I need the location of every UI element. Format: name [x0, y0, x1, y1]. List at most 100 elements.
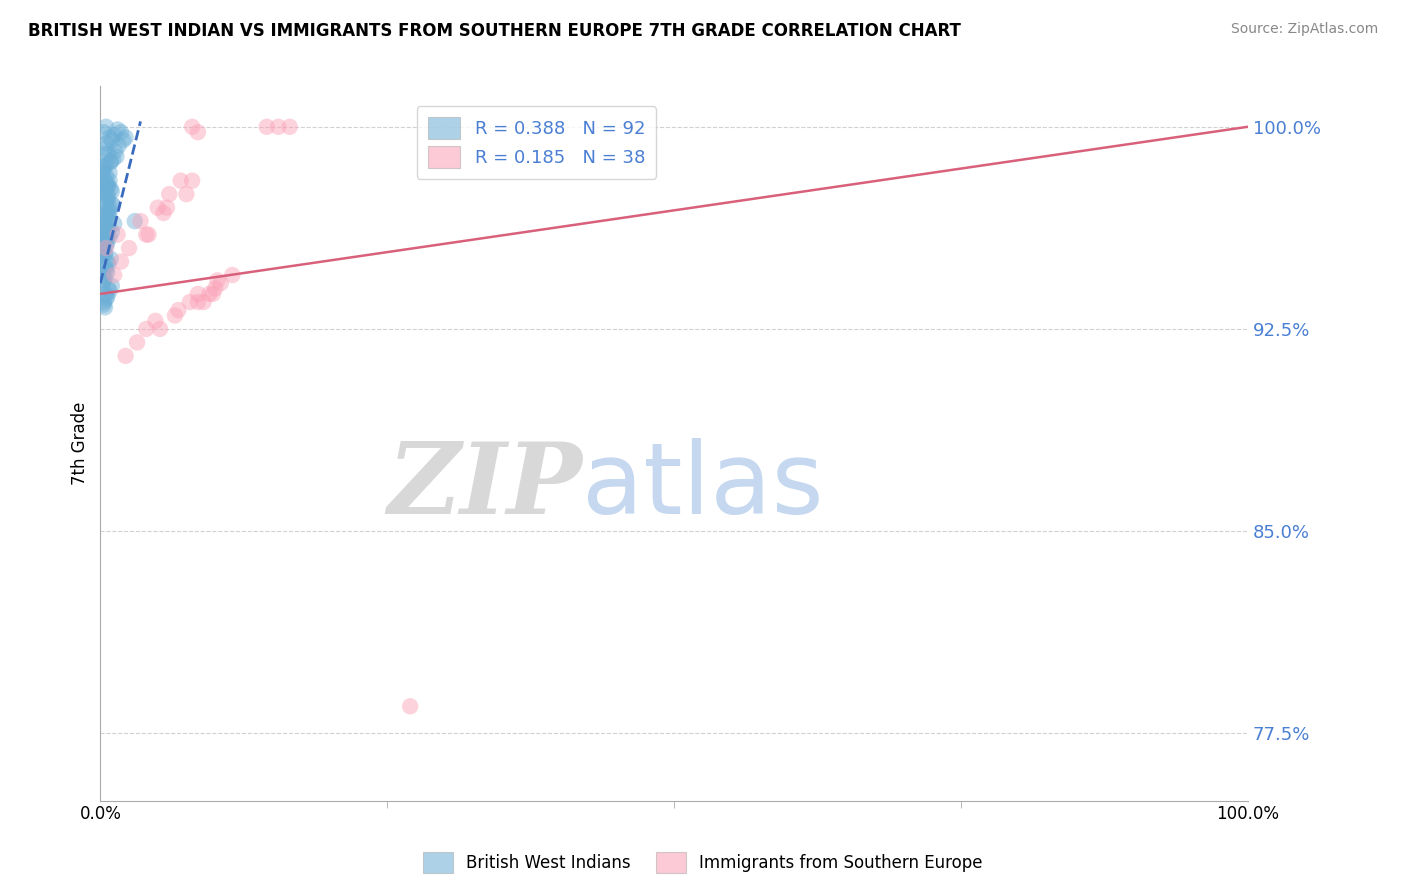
- Text: BRITISH WEST INDIAN VS IMMIGRANTS FROM SOUTHERN EUROPE 7TH GRADE CORRELATION CHA: BRITISH WEST INDIAN VS IMMIGRANTS FROM S…: [28, 22, 960, 40]
- Point: [91, 160, 114, 174]
- Point: [149, 322, 172, 336]
- Point: [163, 309, 186, 323]
- Point: [94, 157, 117, 171]
- Point: [98, 201, 121, 215]
- Point: [91, 268, 114, 282]
- Point: [94, 233, 117, 247]
- Point: [94, 187, 117, 202]
- Point: [91, 276, 114, 290]
- Point: [101, 198, 124, 212]
- Point: [100, 182, 122, 196]
- Point: [101, 152, 124, 166]
- Point: [96, 235, 118, 250]
- Point: [187, 286, 209, 301]
- Point: [96, 136, 118, 150]
- Point: [187, 295, 209, 310]
- Point: [112, 133, 135, 147]
- Point: [93, 219, 115, 234]
- Point: [101, 225, 124, 239]
- Point: [96, 219, 118, 234]
- Point: [94, 195, 117, 210]
- Point: [198, 286, 221, 301]
- Point: [100, 252, 122, 266]
- Point: [93, 241, 115, 255]
- Point: [96, 206, 118, 220]
- Point: [94, 260, 117, 274]
- Point: [98, 284, 121, 298]
- Point: [204, 281, 226, 295]
- Point: [94, 146, 117, 161]
- Point: [110, 125, 132, 139]
- Point: [201, 286, 224, 301]
- Point: [207, 273, 229, 287]
- Point: [179, 295, 201, 310]
- Point: [97, 203, 120, 218]
- Point: [167, 303, 190, 318]
- Point: [193, 295, 215, 310]
- Point: [94, 241, 117, 255]
- Point: [97, 179, 120, 194]
- Point: [96, 193, 118, 207]
- Point: [91, 227, 114, 242]
- Point: [96, 179, 118, 194]
- Point: [94, 270, 117, 285]
- Point: [98, 230, 121, 244]
- Point: [138, 227, 160, 242]
- Point: [97, 209, 120, 223]
- Point: [135, 227, 157, 242]
- Point: [97, 190, 120, 204]
- Point: [152, 206, 174, 220]
- Point: [94, 169, 117, 183]
- Point: [96, 254, 118, 268]
- Point: [98, 206, 121, 220]
- Point: [98, 174, 121, 188]
- Point: [124, 214, 146, 228]
- Point: [399, 699, 422, 714]
- Point: [104, 144, 127, 158]
- Point: [114, 130, 136, 145]
- Point: [94, 286, 117, 301]
- Point: [97, 257, 120, 271]
- Point: [93, 177, 115, 191]
- Point: [94, 120, 117, 134]
- Point: [135, 322, 157, 336]
- Point: [176, 187, 198, 202]
- Point: [101, 198, 124, 212]
- Point: [105, 149, 128, 163]
- Point: [96, 230, 118, 244]
- Point: [93, 273, 115, 287]
- Point: [278, 120, 301, 134]
- Point: [94, 238, 117, 252]
- Point: [91, 249, 114, 263]
- Point: [110, 254, 132, 268]
- Point: [94, 174, 117, 188]
- Point: [98, 166, 121, 180]
- Point: [93, 298, 115, 312]
- Point: [93, 185, 115, 199]
- Point: [98, 130, 121, 145]
- Point: [129, 214, 152, 228]
- Point: [101, 185, 124, 199]
- Point: [114, 349, 136, 363]
- Point: [93, 125, 115, 139]
- Point: [94, 246, 117, 260]
- Point: [93, 244, 115, 258]
- Point: [146, 201, 169, 215]
- Point: [91, 166, 114, 180]
- Point: [107, 122, 129, 136]
- Point: [103, 268, 125, 282]
- Point: [101, 133, 124, 147]
- Point: [181, 174, 204, 188]
- Point: [93, 295, 115, 310]
- Legend: R = 0.388   N = 92, R = 0.185   N = 38: R = 0.388 N = 92, R = 0.185 N = 38: [416, 106, 657, 179]
- Point: [107, 227, 129, 242]
- Point: [187, 125, 209, 139]
- Point: [100, 154, 122, 169]
- Point: [96, 187, 118, 202]
- Point: [103, 217, 125, 231]
- Text: ZIP: ZIP: [387, 438, 582, 534]
- Point: [118, 241, 141, 255]
- Point: [94, 293, 117, 307]
- Text: Source: ZipAtlas.com: Source: ZipAtlas.com: [1230, 22, 1378, 37]
- Text: atlas: atlas: [582, 438, 824, 535]
